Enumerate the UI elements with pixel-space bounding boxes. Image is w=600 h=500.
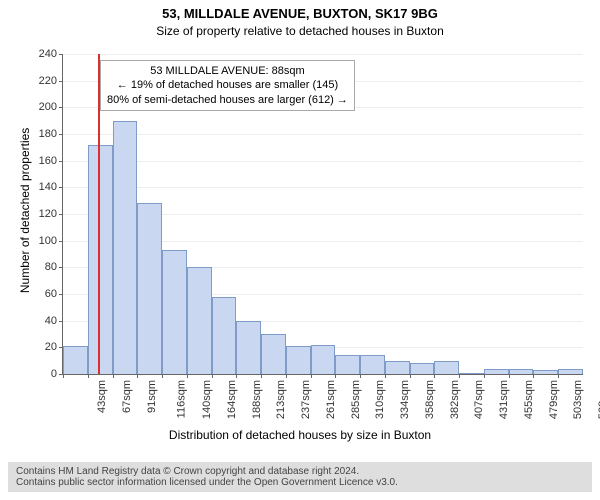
y-tick-label: 20: [45, 341, 63, 353]
x-tick-mark: [509, 374, 510, 378]
histogram-bar: [137, 203, 162, 374]
footer-line: Contains HM Land Registry data © Crown c…: [16, 466, 584, 477]
gridline: [63, 134, 583, 135]
x-tick-mark: [187, 374, 188, 378]
histogram-bar: [88, 145, 113, 374]
y-axis-label: Number of detached properties: [18, 105, 32, 316]
x-tick-label: 407sqm: [474, 380, 486, 419]
histogram-bar: [286, 346, 311, 374]
histogram-bar: [212, 297, 237, 374]
gridline: [63, 161, 583, 162]
histogram-bar: [261, 334, 286, 374]
x-tick-mark: [137, 374, 138, 378]
histogram-bar: [63, 346, 88, 374]
x-tick-label: 140sqm: [201, 380, 213, 419]
y-tick-label: 140: [39, 181, 63, 193]
histogram-bar: [311, 345, 336, 374]
x-tick-label: 479sqm: [548, 380, 560, 419]
y-tick-label: 0: [51, 368, 63, 380]
y-tick-label: 40: [45, 315, 63, 327]
x-tick-label: 91sqm: [146, 380, 158, 413]
histogram-bar: [335, 355, 360, 374]
x-tick-label: 67sqm: [121, 380, 133, 413]
annotation-line: 53 MILLDALE AVENUE: 88sqm: [107, 64, 348, 78]
x-tick-label: 503sqm: [573, 380, 585, 419]
x-tick-label: 455sqm: [523, 380, 535, 419]
y-tick-label: 80: [45, 261, 63, 273]
y-tick-label: 240: [39, 48, 63, 60]
annotation-line: 80% of semi-detached houses are larger (…: [107, 93, 348, 107]
x-tick-label: 334sqm: [399, 380, 411, 419]
x-tick-label: 213sqm: [275, 380, 287, 419]
y-tick-label: 60: [45, 288, 63, 300]
y-tick-label: 180: [39, 128, 63, 140]
histogram-bar: [113, 121, 138, 374]
x-tick-label: 164sqm: [226, 380, 238, 419]
x-tick-label: 43sqm: [96, 380, 108, 413]
x-tick-label: 116sqm: [176, 380, 188, 418]
page-subtitle: Size of property relative to detached ho…: [0, 24, 600, 38]
histogram-bar: [509, 369, 534, 374]
y-tick-label: 220: [39, 75, 63, 87]
histogram-bar: [459, 373, 484, 374]
x-tick-label: 431sqm: [498, 380, 510, 419]
y-tick-label: 120: [39, 208, 63, 220]
histogram-bar: [434, 361, 459, 374]
footer: Contains HM Land Registry data © Crown c…: [8, 462, 592, 492]
histogram-bar: [410, 363, 435, 374]
page-title: 53, MILLDALE AVENUE, BUXTON, SK17 9BG: [0, 6, 600, 21]
x-tick-mark: [261, 374, 262, 378]
x-tick-label: 358sqm: [424, 380, 436, 419]
x-tick-mark: [236, 374, 237, 378]
histogram-bar: [558, 369, 583, 374]
histogram-bar: [484, 369, 509, 374]
x-tick-label: 382sqm: [449, 380, 461, 419]
gridline: [63, 54, 583, 55]
histogram-bar: [533, 370, 558, 374]
x-tick-mark: [113, 374, 114, 378]
x-tick-mark: [459, 374, 460, 378]
gridline: [63, 187, 583, 188]
x-tick-mark: [286, 374, 287, 378]
x-tick-mark: [434, 374, 435, 378]
y-tick-label: 160: [39, 155, 63, 167]
x-tick-mark: [410, 374, 411, 378]
histogram-bar: [162, 250, 187, 374]
x-tick-label: 285sqm: [350, 380, 362, 419]
x-tick-mark: [335, 374, 336, 378]
histogram-bar: [187, 267, 212, 374]
histogram-bar: [385, 361, 410, 374]
x-tick-mark: [484, 374, 485, 378]
histogram-bar: [360, 355, 385, 374]
x-tick-mark: [385, 374, 386, 378]
x-tick-mark: [558, 374, 559, 378]
x-tick-label: 310sqm: [375, 380, 387, 419]
x-tick-mark: [212, 374, 213, 378]
y-tick-label: 200: [39, 101, 63, 113]
footer-line: Contains public sector information licen…: [16, 477, 584, 488]
x-tick-label: 237sqm: [300, 380, 312, 419]
x-tick-label: 261sqm: [325, 380, 337, 419]
annotation-box: 53 MILLDALE AVENUE: 88sqm← 19% of detach…: [100, 60, 355, 111]
x-axis-label: Distribution of detached houses by size …: [0, 428, 600, 442]
x-tick-mark: [88, 374, 89, 378]
x-tick-mark: [360, 374, 361, 378]
x-tick-mark: [533, 374, 534, 378]
x-tick-mark: [162, 374, 163, 378]
x-tick-label: 188sqm: [251, 380, 263, 419]
annotation-line: ← 19% of detached houses are smaller (14…: [107, 78, 348, 92]
x-tick-mark: [63, 374, 64, 378]
histogram-bar: [236, 321, 261, 374]
y-tick-label: 100: [39, 235, 63, 247]
x-tick-mark: [311, 374, 312, 378]
